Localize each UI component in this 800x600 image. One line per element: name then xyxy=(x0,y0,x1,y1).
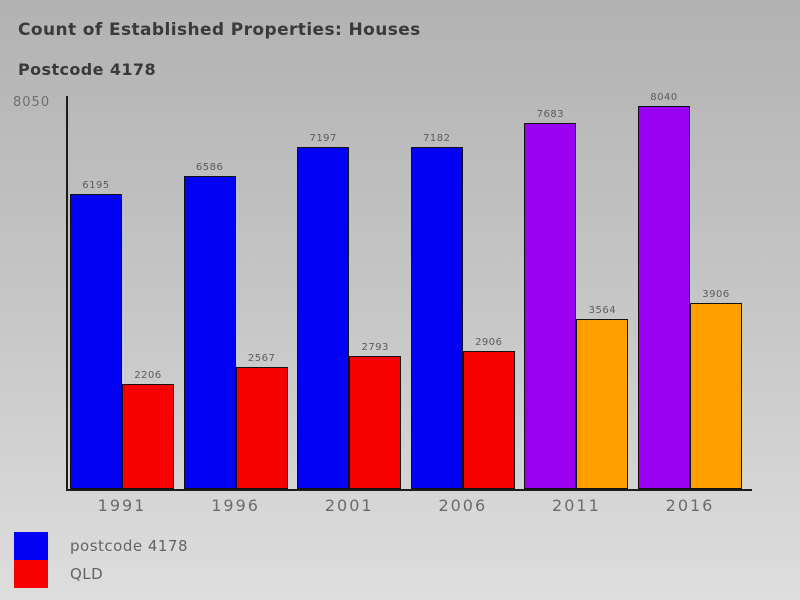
bar-2001-series0 xyxy=(297,146,350,489)
legend-label-0: postcode 4178 xyxy=(70,537,189,555)
y-axis-max-tick: 8050 xyxy=(13,95,51,110)
bar-2006-series0 xyxy=(410,147,463,489)
bar-2011-series0 xyxy=(524,123,577,489)
legend-item-0: postcode 4178 xyxy=(14,532,188,560)
bar-value-label-2011-series0: 7683 xyxy=(536,109,565,121)
bar-value-label-2006-series1: 2906 xyxy=(475,336,503,348)
bar-1991-series0 xyxy=(70,194,122,489)
x-axis-line xyxy=(66,489,752,491)
x-tick-2001: 2001 xyxy=(324,496,374,515)
bar-value-label-2016-series1: 3906 xyxy=(702,289,730,301)
chart-title: Count of Established Properties: Houses xyxy=(18,20,421,40)
legend-label-1: QLD xyxy=(70,565,104,583)
bar-value-label-2016-series0: 8040 xyxy=(650,92,678,104)
legend-swatch-0 xyxy=(14,532,48,560)
bar-2016-series1 xyxy=(690,303,742,489)
bar-2001-series1 xyxy=(349,356,402,489)
bar-value-label-1991-series0: 6195 xyxy=(82,180,110,192)
bar-value-label-2011-series1: 3564 xyxy=(588,305,617,317)
bar-value-label-1991-series1: 2206 xyxy=(134,370,162,382)
plot-area: 6195 2206 1991 6586 2567 1996 7197 2793 2001 7182… xyxy=(66,92,756,515)
bar-2006-series1 xyxy=(462,350,515,489)
bar-2011-series1 xyxy=(576,319,629,489)
bar-1991-series1 xyxy=(122,384,174,489)
x-tick-1991: 1991 xyxy=(97,496,147,515)
bar-1996-series1 xyxy=(235,366,288,489)
bar-value-label-1996-series1: 2567 xyxy=(247,352,276,364)
chart-subtitle: Postcode 4178 xyxy=(18,60,156,79)
x-tick-2006: 2006 xyxy=(438,496,488,515)
legend: postcode 4178 QLD xyxy=(14,532,188,588)
bar-value-label-1996-series0: 6586 xyxy=(195,161,224,173)
x-tick-2011: 2011 xyxy=(552,496,601,515)
bar-value-label-2006-series0: 7182 xyxy=(423,133,451,145)
legend-item-1: QLD xyxy=(14,560,188,588)
x-tick-2016: 2016 xyxy=(665,496,715,515)
y-axis-line xyxy=(66,96,68,491)
bar-value-label-2001-series1: 2793 xyxy=(361,342,389,354)
bar-value-label-2001-series0: 7197 xyxy=(309,132,337,144)
bar-2016-series0 xyxy=(638,106,690,489)
legend-swatch-1 xyxy=(14,560,48,588)
x-tick-1996: 1996 xyxy=(211,496,260,515)
bar-1996-series0 xyxy=(183,175,236,489)
